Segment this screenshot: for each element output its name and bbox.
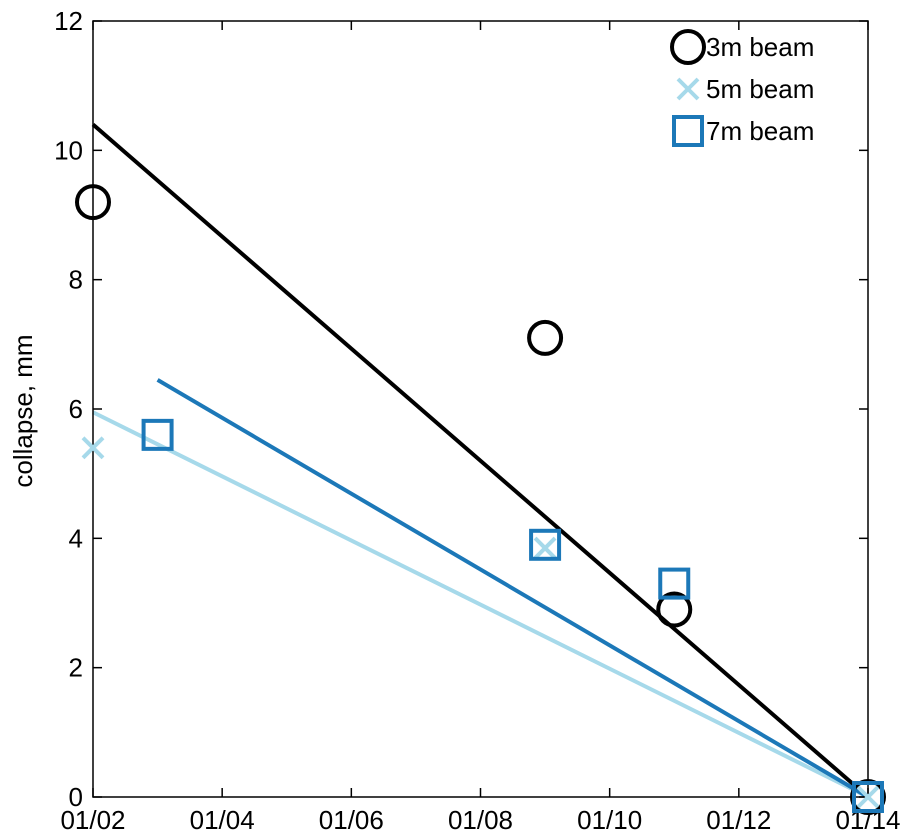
legend-marker-3 <box>672 115 704 147</box>
data-point-series-1 <box>656 591 693 628</box>
y-axis-label: collapse, mm <box>8 334 38 487</box>
data-point-series-2 <box>81 436 105 460</box>
fit-line-2 <box>92 410 869 799</box>
y-tick-label: 6 <box>69 394 83 424</box>
y-tick-label: 0 <box>69 782 83 812</box>
fit-line-1 <box>91 122 870 799</box>
data-point-series-2 <box>533 536 557 560</box>
fit-line-3 <box>156 378 870 799</box>
x-tick-label: 01/10 <box>577 805 642 835</box>
data-point-series-3 <box>529 528 562 561</box>
y-tick-label: 4 <box>69 523 83 553</box>
data-point-series-3 <box>852 781 884 813</box>
legend-label-3: 7m beam <box>706 116 814 146</box>
y-tick-label: 2 <box>69 653 83 683</box>
x-tick-label: 01/06 <box>319 805 384 835</box>
y-tick-label: 10 <box>54 135 83 165</box>
data-point-series-1 <box>527 319 564 356</box>
data-point-series-3 <box>141 418 174 451</box>
y-tick-label: 8 <box>69 265 83 295</box>
x-tick-label: 01/04 <box>190 805 255 835</box>
x-tick-label: 01/12 <box>706 805 771 835</box>
data-point-series-1 <box>75 184 111 221</box>
x-tick-label: 01/08 <box>448 805 513 835</box>
legend-marker-2 <box>676 77 700 101</box>
legend: 3m beam 5m beam 7m beam <box>670 29 814 147</box>
legend-label-2: 5m beam <box>706 74 814 104</box>
data-point-series-2 <box>856 785 880 809</box>
data-point-series-3 <box>658 567 691 600</box>
y-tick-label: 12 <box>54 6 83 36</box>
legend-label-1: 3m beam <box>706 32 814 62</box>
legend-marker-1 <box>670 29 706 65</box>
data-markers <box>75 184 886 815</box>
x-tick-label: 01/02 <box>60 805 125 835</box>
fit-lines <box>91 122 870 799</box>
